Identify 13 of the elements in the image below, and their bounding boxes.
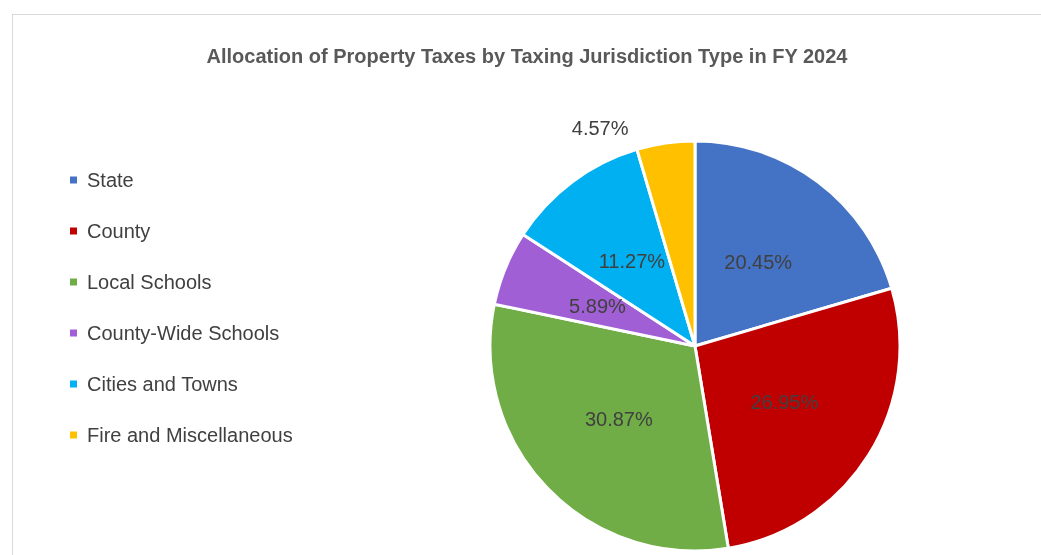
chart-title: Allocation of Property Taxes by Taxing Jurisdiction Type in FY 2024: [206, 45, 849, 67]
data-label: 5.89%: [569, 294, 627, 317]
legend-label: Fire and Miscellaneous: [87, 424, 293, 446]
legend-label: Local Schools: [87, 271, 212, 293]
data-label: 11.27%: [598, 250, 666, 273]
data-label: 30.87%: [584, 408, 653, 431]
legend-label: County-Wide Schools: [87, 322, 280, 344]
legend-label: County: [87, 220, 151, 242]
data-label: 4.57%: [571, 117, 629, 140]
legend-label: Cities and Towns: [87, 373, 238, 395]
legend-label: State: [87, 169, 134, 191]
data-label: 20.45%: [724, 250, 793, 273]
data-label: 26.95%: [750, 391, 819, 414]
